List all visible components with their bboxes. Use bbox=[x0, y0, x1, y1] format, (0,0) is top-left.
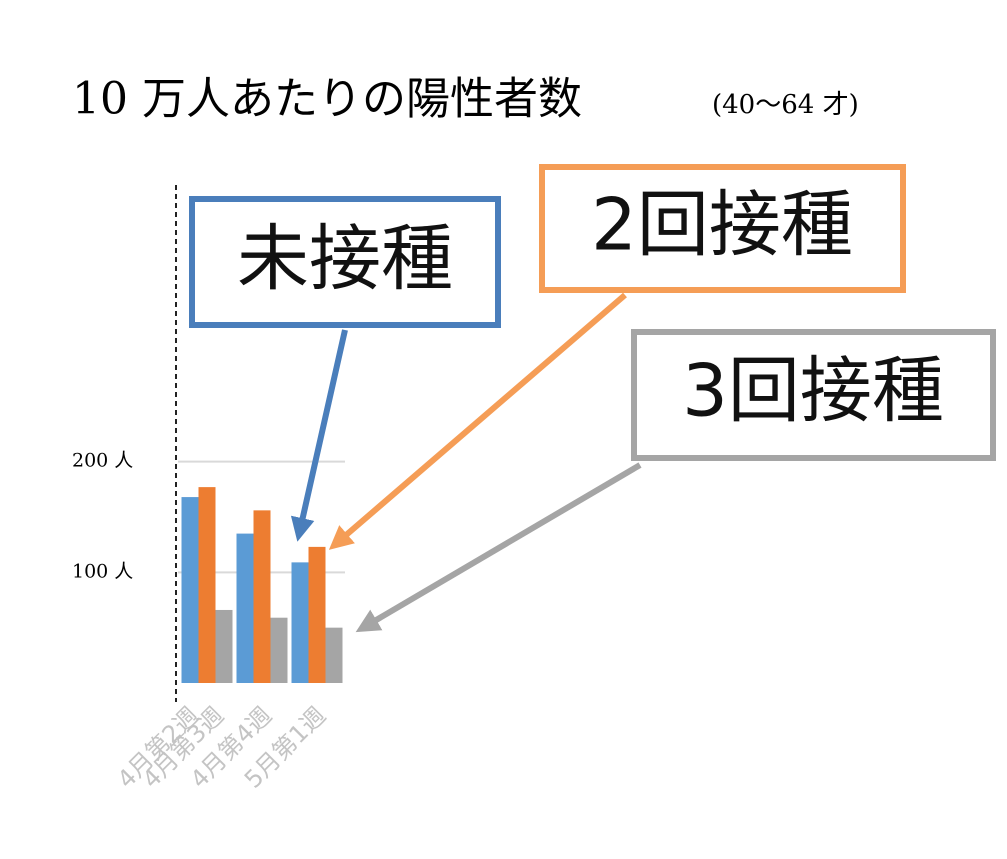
arrow bbox=[328, 292, 627, 550]
bar bbox=[253, 510, 271, 683]
callout-box bbox=[631, 329, 996, 461]
callouts bbox=[189, 164, 996, 633]
legend-label: 未接種 bbox=[237, 217, 453, 301]
bar bbox=[270, 617, 288, 683]
legend-label: 3回接種 bbox=[682, 349, 944, 433]
bar bbox=[236, 533, 254, 683]
callout-box bbox=[189, 196, 501, 328]
callout-box bbox=[539, 164, 906, 293]
arrow bbox=[355, 462, 642, 633]
y-tick-label: 100 人 bbox=[72, 560, 133, 582]
bar bbox=[198, 487, 216, 683]
arrow bbox=[290, 329, 348, 542]
bar bbox=[308, 546, 326, 683]
y-tick-label: 200 人 bbox=[72, 450, 133, 472]
chart-subtitle: (40〜64 才) bbox=[712, 90, 859, 120]
bar bbox=[325, 627, 343, 683]
chart-title: 10 万人あたりの陽性者数 bbox=[72, 74, 582, 125]
bar bbox=[215, 609, 233, 683]
bar bbox=[291, 562, 309, 683]
bar bbox=[181, 497, 199, 683]
legend-label: 2回接種 bbox=[591, 183, 853, 267]
